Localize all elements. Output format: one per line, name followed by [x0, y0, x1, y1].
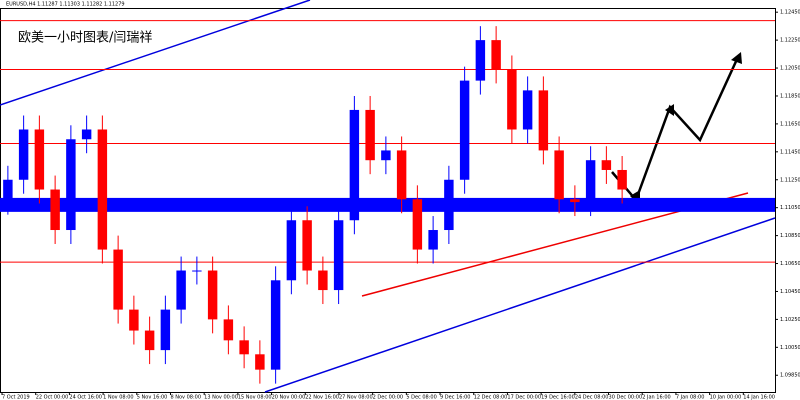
candle-body [428, 230, 438, 250]
candle-body [585, 160, 596, 203]
x-tick-label: 13 Nov 00:00 [204, 395, 238, 400]
arrow-head [731, 52, 742, 64]
y-tick-label: 1.12250 [780, 38, 800, 44]
candle-body [538, 90, 549, 151]
x-tick-label: 20 Nov 00:00 [272, 395, 306, 400]
candle-body [34, 129, 45, 190]
x-tick-label: 30 Dec 00:00 [609, 395, 643, 400]
x-tick-label: 1 Nov 08:00 [103, 395, 134, 400]
annotation: 欧美一小时图表/闫瑞祥 [18, 31, 152, 46]
x-tick-label: 27 Nov 08:00 [339, 395, 373, 400]
trend-line [0, 0, 311, 106]
x-tick-label: 22 Nov 16:00 [305, 395, 339, 400]
x-tick-label: 22 Oct 00:00 [36, 395, 69, 400]
candle-body [255, 354, 265, 370]
y-tick-label: 1.11050 [780, 205, 800, 211]
x-tick-label: 7 Oct 2019 [2, 395, 30, 400]
candle-body [66, 139, 76, 231]
candle-body [176, 270, 186, 310]
candle-body [81, 129, 92, 140]
candle-body [444, 179, 454, 231]
x-tick-label: 2 Jan 16:00 [642, 395, 670, 400]
x-tick-label: 7 Jan 08:00 [676, 395, 704, 400]
x-tick-label: 9 Dec 16:00 [440, 395, 470, 400]
x-tick-label: 14 Jan 16:00 [743, 395, 775, 400]
y-tick-label: 1.10450 [780, 289, 800, 295]
x-tick-label: 12 Dec 08:00 [474, 395, 508, 400]
candle-body [207, 270, 218, 320]
x-tick-label: 15 Nov 08:00 [238, 395, 272, 400]
y-tick-label: 1.11850 [780, 93, 800, 99]
candle-body [144, 330, 155, 351]
candle-body [475, 40, 486, 81]
candle-body [365, 109, 375, 161]
x-tick-label: 19 Dec 16:00 [541, 395, 575, 400]
candle-body [570, 199, 580, 203]
symbol-header: EURUSD,H4 1.11287 1.11303 1.11282 1.1127… [6, 2, 125, 8]
candle-body [507, 69, 517, 130]
candle-body [617, 169, 627, 190]
y-tick-label: 1.11250 [780, 177, 800, 183]
candle-body [239, 340, 249, 355]
candle-body [286, 220, 297, 281]
candle-body [192, 270, 202, 272]
x-tick-label: 24 Oct 16:00 [69, 395, 102, 400]
candle-body [412, 199, 423, 250]
candle-body [333, 220, 344, 291]
candle-body [270, 280, 281, 370]
candle-body [491, 40, 501, 70]
x-tick-label: 24 Dec 08:00 [575, 395, 609, 400]
support-zone [0, 197, 775, 212]
candle-body [223, 319, 234, 341]
candle-body [3, 179, 13, 201]
y-tick-label: 1.10850 [780, 233, 800, 239]
y-tick-label: 1.12050 [780, 66, 800, 72]
x-tick-label: 8 Nov 08:00 [170, 395, 201, 400]
x-tick-label: 10 Jan 00:00 [710, 395, 742, 400]
candle-body [459, 80, 470, 180]
candle-body [349, 109, 360, 221]
candle-body [522, 90, 533, 130]
candle-body [554, 150, 564, 200]
arrow-head [665, 104, 674, 116]
candle-body [396, 150, 407, 200]
y-tick-label: 1.11450 [780, 149, 800, 155]
candle-body [50, 189, 60, 231]
candle-body [302, 220, 312, 271]
candle-body [381, 150, 391, 161]
candle-body [113, 249, 123, 310]
trend-line [264, 217, 776, 393]
x-tick-label: 5 Nov 16:00 [137, 395, 168, 400]
y-tick-label: 1.10650 [780, 261, 800, 267]
x-tick-label: 17 Dec 00:00 [507, 395, 541, 400]
y-tick-label: 1.10050 [780, 345, 800, 351]
x-tick-label: 2 Dec 00:00 [373, 395, 403, 400]
y-tick-label: 1.10250 [780, 317, 800, 323]
candle-body [318, 270, 328, 291]
y-tick-label: 1.09850 [780, 373, 800, 379]
x-tick-label: 5 Dec 08:00 [406, 395, 436, 400]
y-tick-label: 1.11650 [780, 121, 800, 127]
candle-body [18, 129, 29, 180]
candle-body [160, 309, 171, 351]
y-tick-label: 1.12450 [780, 10, 800, 16]
candle-body [129, 309, 139, 331]
candle-body [601, 160, 612, 170]
candle-body [97, 129, 108, 250]
